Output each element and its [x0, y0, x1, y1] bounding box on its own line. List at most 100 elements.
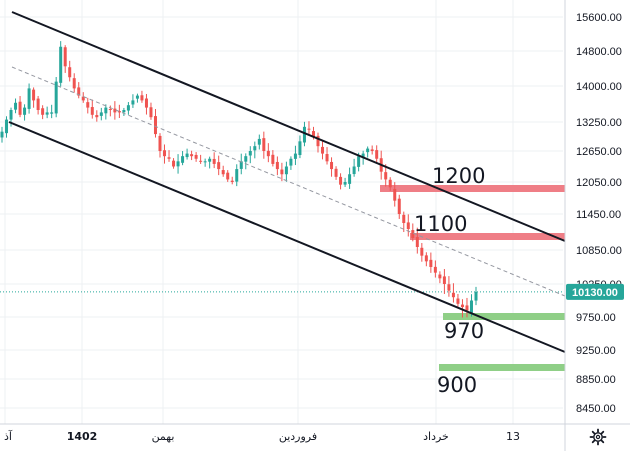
candle-body	[447, 284, 451, 291]
badge-background	[566, 283, 624, 300]
candle-body	[348, 174, 352, 184]
candle-body	[275, 161, 279, 170]
candle-body	[117, 111, 121, 113]
candle-body	[271, 154, 275, 164]
trend-channel	[8, 11, 566, 353]
time-axis[interactable]: آذ 1402 بهمن فروردین خرداد 13	[0, 423, 630, 451]
candle-body	[456, 298, 460, 304]
candle-body	[54, 81, 58, 114]
candle-body	[248, 151, 252, 156]
gear-icon[interactable]	[585, 425, 611, 449]
candle-body	[253, 146, 257, 151]
candle-body	[420, 247, 424, 256]
candle-body	[302, 126, 306, 143]
last-price-label: 10130.00	[572, 287, 618, 299]
candle-body	[99, 112, 103, 116]
candle-body	[135, 95, 139, 99]
x-tick-label: فروردین	[279, 430, 317, 443]
candle-body	[86, 102, 90, 108]
candle-body	[5, 119, 9, 134]
candle-body	[262, 138, 266, 151]
resistance-label: 1200	[432, 164, 485, 188]
level-labels: 1200 1100 970 900	[414, 164, 485, 397]
candle-body	[316, 135, 320, 147]
candle-body	[27, 88, 31, 109]
candle-body	[307, 128, 311, 130]
y-tick-label: 15600.00	[576, 12, 622, 24]
candle-body	[63, 47, 67, 67]
candle-body	[460, 304, 464, 308]
candle-body	[339, 176, 343, 185]
candle-body	[199, 160, 203, 162]
candle-body	[50, 112, 54, 114]
candle-body	[68, 67, 72, 78]
y-tick-label: 12050.00	[576, 177, 622, 189]
candle-body	[221, 170, 225, 175]
x-tick-label: بهمن	[152, 430, 175, 443]
candle-body	[158, 135, 162, 151]
support-band	[443, 313, 565, 320]
candle-body	[230, 180, 234, 182]
resistance-label: 1100	[414, 212, 467, 236]
y-tick-label: 9250.00	[576, 345, 616, 357]
candle-body	[167, 157, 171, 159]
candle-series	[0, 41, 478, 318]
candle-body	[266, 150, 270, 157]
candle-body	[465, 305, 469, 311]
candle-body	[334, 168, 338, 177]
candle-body	[190, 154, 194, 157]
candle-body	[212, 158, 216, 164]
candle-body	[451, 292, 455, 298]
candle-body	[442, 276, 446, 284]
candle-body	[18, 101, 22, 115]
y-tick-label: 8850.00	[576, 374, 616, 386]
y-tick-label: 14800.00	[576, 46, 622, 58]
y-tick-label: 12650.00	[576, 146, 622, 158]
candle-body	[424, 255, 428, 262]
support-label: 970	[444, 319, 484, 343]
candle-body	[284, 166, 288, 175]
candle-body	[176, 161, 180, 167]
candle-body	[293, 153, 297, 159]
candle-body	[45, 112, 49, 115]
candle-body	[153, 116, 157, 135]
candle-body	[59, 46, 63, 83]
horizontal-levels	[0, 185, 565, 371]
last-price-badge: 10130.00	[566, 283, 624, 300]
candle-body	[77, 87, 81, 96]
candle-body	[23, 107, 27, 115]
resistance-band	[410, 233, 565, 240]
candle-body	[298, 141, 302, 156]
candle-body	[131, 100, 135, 105]
y-tick-label: 11450.00	[576, 209, 621, 221]
candle-body	[370, 149, 374, 151]
price-axis[interactable]: 15600.00 14800.00 14000.00 13250.00 12650.00…	[564, 0, 622, 424]
candle-body	[72, 78, 76, 89]
candle-body	[257, 138, 261, 145]
candle-body	[172, 160, 176, 167]
candle-body	[384, 172, 388, 180]
candle-body	[144, 98, 148, 108]
y-tick-label: 14000.00	[576, 81, 622, 93]
candle-body	[375, 150, 379, 159]
candle-body	[90, 107, 94, 115]
candle-body	[113, 108, 117, 113]
candle-body	[185, 153, 189, 158]
candle-body	[203, 161, 207, 163]
candle-body	[406, 222, 410, 229]
candle-body	[289, 158, 293, 166]
candle-body	[469, 300, 473, 313]
y-tick-label: 8450.00	[576, 403, 616, 415]
support-label: 900	[437, 373, 477, 397]
candle-body	[411, 230, 415, 238]
candle-body	[352, 166, 356, 175]
candle-body	[357, 156, 361, 167]
candle-body	[36, 98, 40, 110]
candle-body	[438, 274, 442, 279]
candle-body	[208, 158, 212, 162]
candle-body	[474, 291, 478, 301]
candle-body	[126, 105, 130, 111]
candle-body	[235, 169, 239, 182]
y-tick-label: 10850.00	[576, 245, 622, 257]
